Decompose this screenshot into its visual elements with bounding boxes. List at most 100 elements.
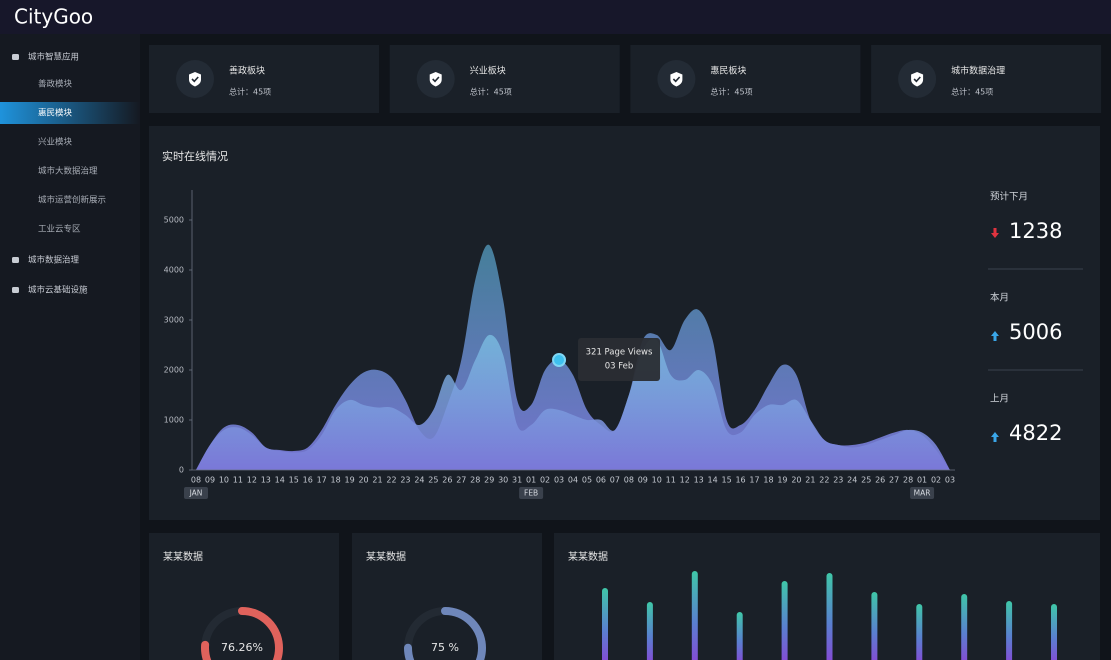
card-icon: [911, 72, 924, 87]
x-tick-label: 04: [568, 476, 578, 485]
card-title: 惠民板块: [710, 65, 746, 77]
month-label: FEB: [524, 489, 538, 498]
x-tick-label: 16: [303, 476, 313, 485]
x-tick-label: 03: [945, 476, 955, 485]
x-tick-label: 12: [680, 476, 690, 485]
card-icon: [429, 72, 442, 87]
x-tick-label: 08: [191, 476, 201, 485]
tooltip-date: 03 Feb: [605, 362, 634, 372]
x-tick-label: 15: [721, 476, 731, 485]
x-tick-label: 17: [749, 476, 759, 485]
bar: [781, 581, 788, 660]
tooltip-title: 321 Page Views: [586, 348, 653, 358]
donut-label: 76.26%: [221, 641, 263, 654]
month-badge: [184, 487, 208, 499]
x-tick-label: 20: [791, 476, 801, 485]
x-tick-label: 08: [624, 476, 634, 485]
month-label: MAR: [914, 489, 931, 498]
x-tick-label: 10: [652, 476, 662, 485]
bar: [691, 571, 698, 660]
menu-group[interactable]: 城市智慧应用: [28, 52, 79, 63]
card-title: 兴业板块: [470, 65, 506, 77]
x-tick-label: 19: [344, 476, 354, 485]
stat-value: 5006: [1009, 320, 1062, 344]
x-tick-label: 26: [875, 476, 885, 485]
card-total: 总计：45项: [710, 87, 752, 97]
x-tick-label: 06: [596, 476, 606, 485]
x-tick-label: 29: [484, 476, 494, 485]
x-tick-label: 13: [261, 476, 271, 485]
x-tick-label: 05: [582, 476, 592, 485]
stat-label: 预计下月: [990, 191, 1028, 203]
x-tick-label: 11: [233, 476, 243, 485]
card-total: 总计：45项: [470, 87, 512, 97]
x-tick-label: 25: [861, 476, 871, 485]
x-tick-label: 07: [610, 476, 620, 485]
menu-item[interactable]: 工业云专区: [38, 224, 81, 235]
bar: [602, 588, 608, 660]
x-tick-label: 23: [833, 476, 843, 485]
menu-item[interactable]: 城市大数据治理: [38, 166, 98, 177]
chart-title: 实时在线情况: [162, 149, 228, 163]
card-title: 善政板块: [229, 65, 265, 77]
trend-arrow: [991, 331, 999, 341]
card-total: 总计：45项: [229, 87, 271, 97]
bar: [871, 592, 878, 660]
x-tick-label: 18: [331, 476, 341, 485]
menu-item[interactable]: 城市运营创新展示: [38, 195, 106, 206]
y-tick-label: 3000: [164, 316, 184, 325]
x-tick-label: 15: [289, 476, 299, 485]
menu-group[interactable]: 城市云基础设施: [28, 285, 88, 296]
menu-item[interactable]: 善政模块: [38, 79, 73, 90]
x-tick-label: 24: [414, 476, 424, 485]
x-tick-label: 19: [777, 476, 787, 485]
x-tick-label: 21: [805, 476, 815, 485]
x-tick-label: 12: [247, 476, 257, 485]
panel-title: 某某数据: [163, 550, 203, 563]
x-tick-label: 26: [442, 476, 452, 485]
x-tick-label: 22: [819, 476, 829, 485]
hover-point: [552, 353, 567, 367]
x-tick-label: 27: [889, 476, 899, 485]
x-tick-label: 17: [317, 476, 327, 485]
trend-arrow: [991, 228, 999, 238]
x-tick-label: 25: [428, 476, 438, 485]
card-icon-check: [191, 76, 199, 83]
x-tick-label: 01: [917, 476, 927, 485]
x-tick-label: 14: [708, 476, 718, 485]
x-tick-label: 10: [219, 476, 229, 485]
bar: [916, 604, 923, 660]
x-tick-label: 28: [470, 476, 480, 485]
panel-title: 某某数据: [366, 550, 406, 563]
x-tick-label: 21: [372, 476, 382, 485]
panel: [352, 533, 542, 660]
area: [196, 334, 950, 470]
card-icon-check: [432, 76, 440, 83]
bar: [1051, 604, 1057, 660]
menu-icon: [12, 54, 19, 60]
bar: [736, 612, 743, 660]
stat-value: 1238: [1009, 219, 1062, 243]
menu-group[interactable]: 城市数据治理: [28, 255, 80, 266]
y-tick-label: 2000: [164, 366, 184, 375]
bar: [646, 602, 653, 660]
bar: [1006, 601, 1013, 660]
x-tick-label: 18: [763, 476, 773, 485]
menu-item[interactable]: 惠民模块: [38, 108, 73, 119]
month-badge: [519, 487, 544, 499]
x-tick-label: 28: [903, 476, 913, 485]
x-tick-label: 24: [847, 476, 857, 485]
y-tick-label: 1000: [164, 416, 184, 425]
card-icon-check: [672, 76, 681, 83]
x-tick-label: 13: [694, 476, 704, 485]
x-tick-label: 02: [931, 476, 941, 485]
y-tick-label: 5000: [164, 216, 184, 225]
logo[interactable]: CityGoo: [14, 5, 93, 29]
sidebar: [0, 34, 140, 660]
x-tick-label: 20: [358, 476, 368, 485]
menu-item[interactable]: 兴业模块: [38, 137, 73, 148]
month-label: JAN: [189, 489, 203, 498]
tooltip: [578, 338, 661, 381]
